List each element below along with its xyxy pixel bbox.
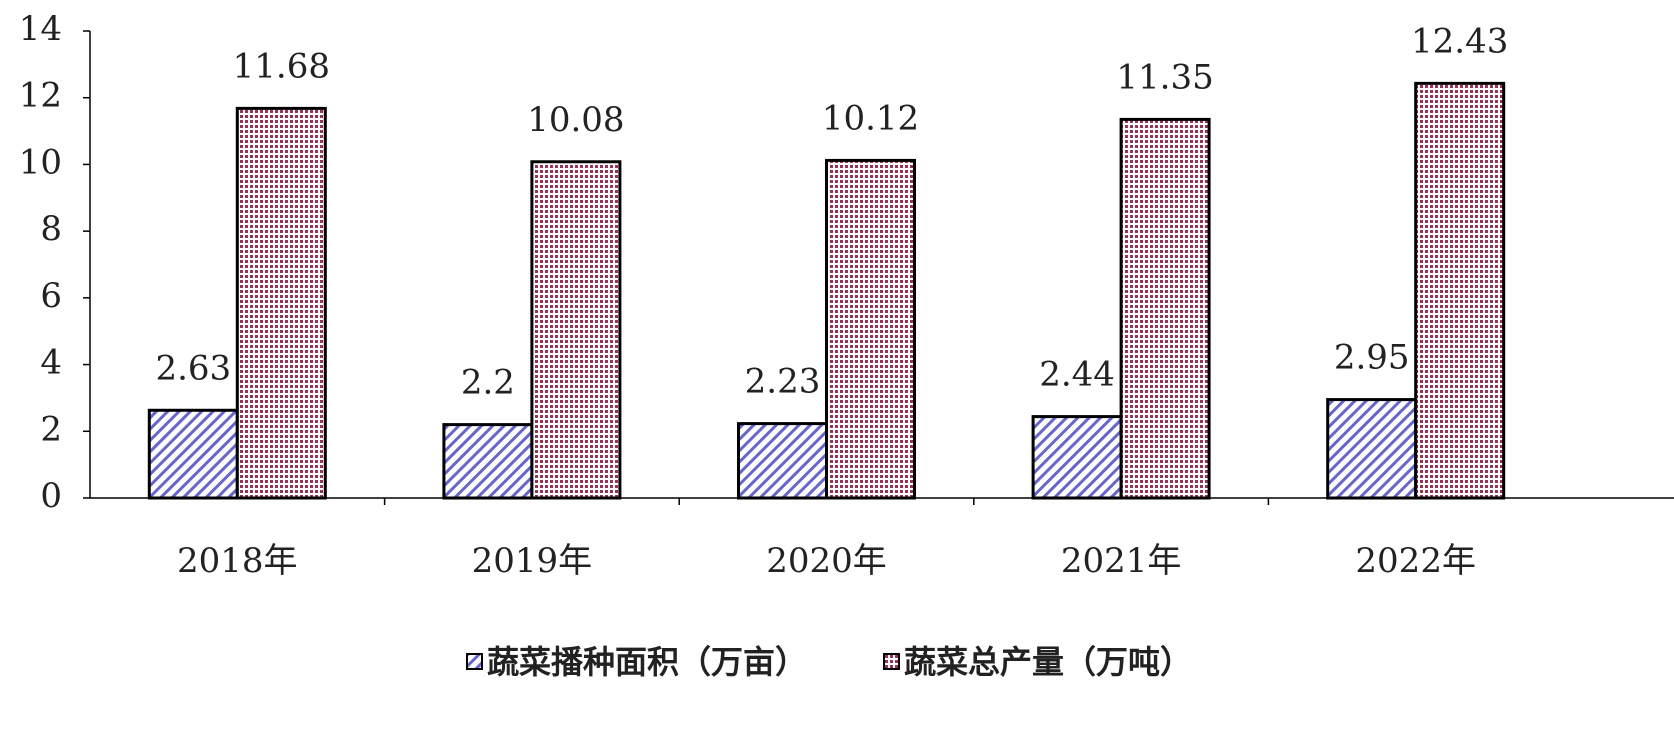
- data-label: 2.2: [461, 363, 515, 403]
- data-label: 12.43: [1411, 21, 1508, 61]
- y-tick-label: 10: [19, 142, 62, 182]
- legend-label: 蔬菜播种面积（万亩）: [487, 643, 807, 681]
- data-label: 2.23: [745, 362, 821, 402]
- y-tick-label: 0: [40, 476, 62, 516]
- bar: [825, 158, 916, 500]
- data-label: 2.44: [1039, 355, 1115, 395]
- y-tick-label: 6: [40, 276, 62, 316]
- x-tick-label: 2018年: [177, 541, 298, 581]
- bar: [737, 422, 828, 500]
- x-tick-label: 2021年: [1061, 541, 1182, 581]
- legend: 蔬菜播种面积（万亩） 蔬菜总产量（万吨）: [466, 643, 1192, 681]
- bar: [1414, 81, 1506, 500]
- bar: [1031, 415, 1123, 500]
- bar: [442, 423, 534, 500]
- data-label: 10.12: [822, 98, 919, 138]
- bar: [1326, 398, 1418, 500]
- legend-label: 蔬菜总产量（万吨）: [904, 643, 1192, 681]
- y-tick-label: 4: [40, 343, 62, 383]
- y-tick-label: 14: [19, 9, 62, 49]
- data-label: 2.63: [155, 348, 231, 388]
- y-tick-label: 12: [19, 76, 62, 116]
- data-label: 11.35: [1116, 57, 1213, 97]
- x-tick-label: 2020年: [766, 541, 887, 581]
- x-tick-label: 2019年: [472, 541, 593, 581]
- x-tick-label: 2022年: [1355, 541, 1476, 581]
- bar: [147, 408, 239, 500]
- y-tick-label: 8: [40, 209, 62, 249]
- y-tick-label: 2: [40, 409, 62, 449]
- bar: [1119, 117, 1211, 500]
- data-label: 11.68: [233, 46, 330, 86]
- data-label: 10.08: [527, 100, 624, 140]
- legend-swatch: [883, 653, 900, 670]
- data-label: 2.95: [1334, 338, 1410, 378]
- legend-swatch: [466, 653, 483, 670]
- bar: [235, 106, 327, 500]
- bar: [530, 160, 622, 500]
